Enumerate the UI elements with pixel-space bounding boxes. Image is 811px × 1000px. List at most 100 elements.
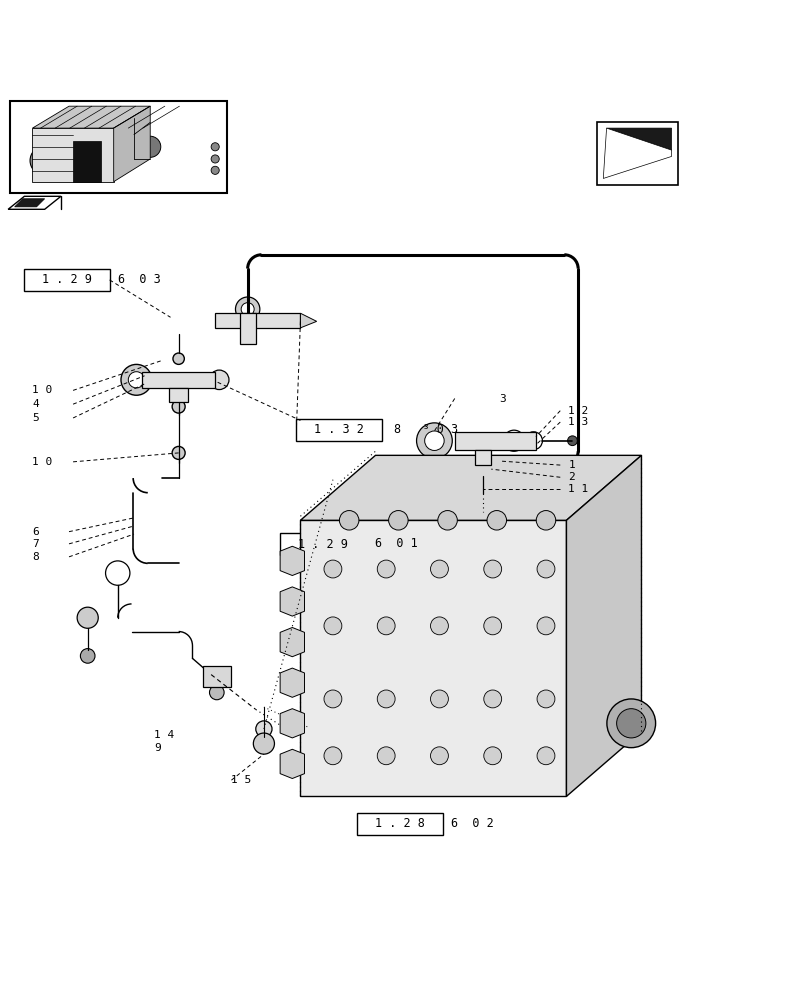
Polygon shape bbox=[474, 450, 491, 465]
Polygon shape bbox=[280, 709, 304, 738]
Polygon shape bbox=[280, 749, 304, 779]
Text: 1 . 2 8: 1 . 2 8 bbox=[375, 817, 424, 830]
Text: 3: 3 bbox=[499, 393, 505, 403]
Circle shape bbox=[172, 400, 185, 413]
Polygon shape bbox=[280, 587, 304, 616]
Polygon shape bbox=[239, 313, 255, 344]
Circle shape bbox=[211, 155, 219, 163]
Circle shape bbox=[483, 690, 501, 708]
Circle shape bbox=[606, 699, 654, 748]
Circle shape bbox=[324, 560, 341, 578]
Polygon shape bbox=[203, 666, 231, 687]
Circle shape bbox=[324, 747, 341, 765]
Circle shape bbox=[483, 617, 501, 635]
Circle shape bbox=[377, 690, 395, 708]
Text: 2: 2 bbox=[568, 472, 574, 482]
Circle shape bbox=[536, 560, 554, 578]
Text: 6  0 2: 6 0 2 bbox=[451, 817, 494, 830]
Circle shape bbox=[437, 511, 457, 530]
Text: 8: 8 bbox=[32, 552, 39, 562]
Circle shape bbox=[324, 617, 341, 635]
Bar bbox=[296, 419, 381, 441]
Circle shape bbox=[253, 733, 274, 754]
Circle shape bbox=[483, 747, 501, 765]
Circle shape bbox=[430, 617, 448, 635]
Text: 1 5: 1 5 bbox=[231, 775, 251, 785]
Bar bbox=[280, 533, 365, 555]
Circle shape bbox=[172, 446, 185, 459]
Polygon shape bbox=[142, 372, 215, 388]
Circle shape bbox=[424, 431, 444, 450]
Circle shape bbox=[80, 649, 95, 663]
Polygon shape bbox=[169, 388, 188, 402]
Circle shape bbox=[388, 511, 408, 530]
Circle shape bbox=[536, 617, 554, 635]
Circle shape bbox=[121, 364, 152, 395]
Circle shape bbox=[536, 690, 554, 708]
Text: 4: 4 bbox=[32, 399, 39, 409]
Text: 9: 9 bbox=[154, 743, 161, 753]
Circle shape bbox=[324, 690, 341, 708]
Circle shape bbox=[211, 166, 219, 174]
Bar bbox=[596, 122, 677, 185]
Circle shape bbox=[377, 747, 395, 765]
Text: 6: 6 bbox=[32, 527, 39, 537]
Polygon shape bbox=[603, 128, 671, 178]
Text: 7: 7 bbox=[32, 539, 39, 549]
Circle shape bbox=[209, 685, 224, 700]
Text: 1 0: 1 0 bbox=[32, 457, 53, 467]
Bar bbox=[24, 269, 109, 291]
Circle shape bbox=[567, 436, 577, 446]
Circle shape bbox=[209, 370, 229, 390]
Circle shape bbox=[535, 511, 555, 530]
Text: 1 2: 1 2 bbox=[568, 406, 588, 416]
Polygon shape bbox=[32, 128, 114, 182]
Polygon shape bbox=[8, 196, 61, 209]
Text: 5: 5 bbox=[32, 413, 39, 423]
Circle shape bbox=[430, 690, 448, 708]
Polygon shape bbox=[280, 627, 304, 657]
Polygon shape bbox=[454, 432, 535, 450]
Circle shape bbox=[536, 747, 554, 765]
Polygon shape bbox=[300, 520, 566, 796]
Circle shape bbox=[472, 455, 493, 476]
Bar bbox=[357, 813, 442, 835]
Text: 6  0 3: 6 0 3 bbox=[118, 273, 161, 286]
Circle shape bbox=[483, 560, 501, 578]
Polygon shape bbox=[300, 313, 316, 328]
Circle shape bbox=[377, 617, 395, 635]
Circle shape bbox=[241, 303, 254, 316]
Circle shape bbox=[139, 136, 161, 157]
Circle shape bbox=[616, 709, 645, 738]
Polygon shape bbox=[215, 313, 300, 328]
Circle shape bbox=[30, 146, 59, 175]
Circle shape bbox=[235, 297, 260, 321]
Polygon shape bbox=[73, 141, 101, 182]
Polygon shape bbox=[606, 128, 671, 150]
Text: 1 . 3 2: 1 . 3 2 bbox=[314, 423, 363, 436]
Circle shape bbox=[128, 372, 144, 388]
Circle shape bbox=[211, 143, 219, 151]
Text: 6  0 1: 6 0 1 bbox=[375, 537, 418, 550]
Text: 1 . 2 9: 1 . 2 9 bbox=[298, 538, 347, 551]
Circle shape bbox=[430, 747, 448, 765]
Bar bbox=[10, 101, 227, 193]
Circle shape bbox=[339, 511, 358, 530]
Circle shape bbox=[173, 353, 184, 364]
Circle shape bbox=[36, 152, 54, 170]
Circle shape bbox=[416, 423, 452, 459]
Text: 1 4: 1 4 bbox=[154, 730, 174, 740]
Polygon shape bbox=[280, 546, 304, 576]
Circle shape bbox=[430, 560, 448, 578]
Text: 1: 1 bbox=[568, 460, 574, 470]
Text: 1 1: 1 1 bbox=[568, 484, 588, 494]
Text: 1 3: 1 3 bbox=[568, 417, 588, 427]
Polygon shape bbox=[566, 455, 641, 796]
Polygon shape bbox=[300, 455, 641, 520]
Circle shape bbox=[475, 490, 490, 505]
Text: 1 0: 1 0 bbox=[32, 385, 53, 395]
Polygon shape bbox=[15, 199, 45, 207]
Circle shape bbox=[77, 607, 98, 628]
Polygon shape bbox=[280, 668, 304, 697]
Text: 8   ³ 0 3: 8 ³ 0 3 bbox=[393, 423, 457, 436]
